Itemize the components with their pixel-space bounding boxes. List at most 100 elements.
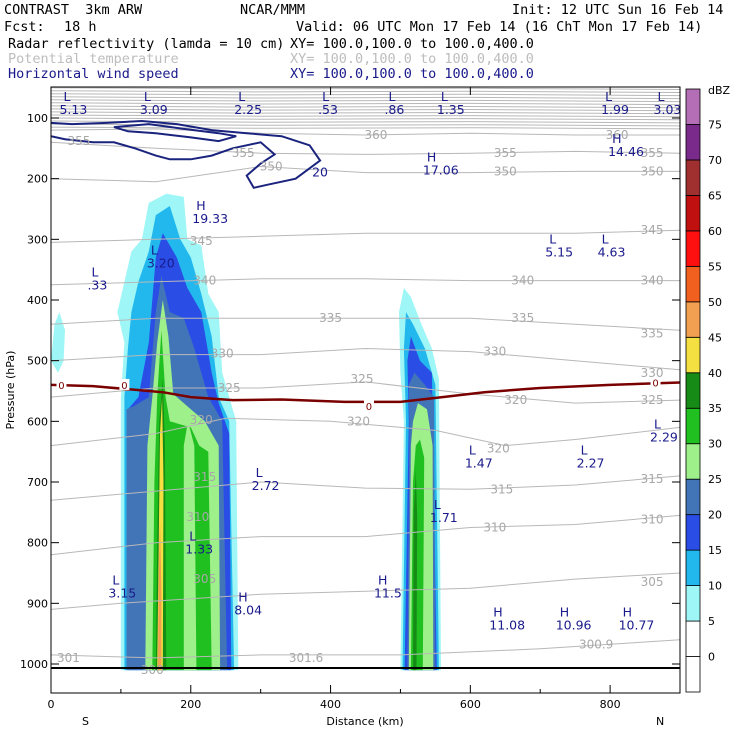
theta-label: 360 — [365, 128, 388, 142]
y-tick-label: 400 — [27, 294, 48, 307]
x-tick-label: 800 — [600, 698, 621, 711]
colorbar-box — [685, 372, 701, 409]
extremum-value: 5.13 — [59, 102, 87, 117]
theta-contour — [51, 90, 680, 93]
wind-contour-inner — [113, 123, 237, 143]
south-label: S — [82, 715, 89, 728]
colorbar-level: 60 — [708, 225, 722, 238]
field-name-theta: Potential temperature — [8, 51, 179, 67]
plot-frame — [50, 86, 681, 694]
theta-contour — [51, 572, 680, 610]
extremum-type: H — [196, 198, 205, 213]
extremum-type: H — [612, 131, 621, 146]
colorbar-unit: dBZ — [708, 84, 731, 97]
colorbar-box — [685, 195, 701, 232]
extremum-value: .86 — [384, 102, 404, 117]
extremum-type: H — [493, 604, 502, 619]
colorbar-box — [685, 265, 701, 303]
colorbar-box — [685, 656, 701, 693]
extremum-type: L — [256, 465, 263, 480]
extremum-type: H — [378, 572, 387, 587]
colorbar-box — [685, 88, 701, 125]
extremum-type: L — [63, 89, 70, 104]
theta-contour — [51, 347, 680, 371]
colorbar-level: 5 — [708, 615, 715, 628]
theta-label: 355 — [232, 146, 255, 160]
colorbar: 0 5 10 15 20 25 30 35 40 45 50 55 60 65 70 75 — [685, 88, 722, 693]
extremum-type: L — [441, 89, 448, 104]
theta-contour — [51, 102, 680, 106]
colorbar-box — [685, 407, 701, 445]
extremum-value: 2.29 — [650, 429, 678, 444]
y-tick-label: 600 — [27, 415, 48, 428]
extremum-type: L — [91, 265, 98, 280]
extremum-type: L — [658, 89, 665, 104]
freezing-label-bg — [363, 400, 374, 412]
theta-contour — [51, 93, 680, 97]
theta-label: 330 — [641, 366, 664, 380]
colorbar-box — [685, 514, 701, 551]
theta-label: 305 — [193, 572, 216, 586]
extremum-type: H — [623, 604, 632, 619]
extremum-value: 2.25 — [234, 102, 262, 117]
theta-label: 300.9 — [579, 638, 613, 652]
theta-label: 320 — [347, 414, 370, 428]
extremum-type: L — [549, 231, 556, 246]
colorbar-level: 30 — [708, 438, 722, 451]
freezing-label: 0 — [121, 381, 127, 392]
reflect-30-west — [152, 330, 212, 671]
theta-label: 350 — [641, 164, 664, 178]
colorbar-level: 45 — [708, 331, 722, 344]
theta-label: 305 — [641, 575, 664, 589]
theta-label: 325 — [351, 372, 374, 386]
y-tick-label: 700 — [27, 476, 48, 489]
extremum-type: L — [151, 242, 158, 257]
theta-label: 355 — [494, 146, 517, 160]
wind-contour-label: 20 — [312, 165, 328, 180]
extremum-value: 17.06 — [423, 162, 459, 177]
north-label: N — [656, 715, 664, 728]
colorbar-level: 20 — [708, 509, 722, 522]
colorbar-box — [685, 549, 701, 586]
theta-label: 345 — [641, 223, 664, 237]
wind-extrema: L5.13L3.09L2.25L.53L.86L1.35L1.99L3.03H1… — [59, 89, 681, 633]
theta-contour — [51, 141, 680, 155]
extremum-type: H — [560, 604, 569, 619]
extremum-value: 3.03 — [654, 102, 682, 117]
y-tick-label: 900 — [27, 597, 48, 610]
extremum-type: H — [427, 149, 436, 164]
freezing-label-bg — [56, 378, 67, 390]
extremum-value: 1.35 — [437, 102, 465, 117]
extremum-value: 3.09 — [140, 102, 168, 117]
theta-contour — [51, 108, 680, 112]
theta-contour — [51, 381, 680, 404]
extremum-type: L — [388, 89, 395, 104]
model-title: CONTRAST 3km ARW — [4, 2, 143, 18]
colorbar-box — [685, 443, 701, 480]
extremum-type: L — [189, 529, 196, 544]
extremum-value: 4.63 — [598, 244, 626, 259]
freezing-label-bg — [650, 376, 661, 388]
colorbar-level: 75 — [708, 118, 722, 131]
theta-label: 320 — [487, 442, 510, 456]
theta-contour — [51, 99, 680, 103]
fcst-value: 18 h — [64, 19, 97, 35]
theta-label: 360 — [606, 128, 629, 142]
freezing-level-line — [51, 381, 680, 404]
wind-contour-20 — [51, 119, 322, 189]
extremum-value: 1.99 — [601, 102, 629, 117]
theta-label: 355 — [68, 134, 91, 148]
extremum-type: L — [144, 89, 151, 104]
theta-contour — [51, 128, 680, 136]
colorbar-box — [685, 620, 701, 657]
colorbar-box — [685, 159, 701, 196]
extremum-type: L — [322, 89, 329, 104]
colorbar-box — [685, 124, 701, 161]
y-axis-label: Pressure (hPa) — [4, 351, 17, 430]
theta-label: 335 — [319, 311, 342, 325]
theta-label: 355 — [641, 146, 664, 160]
x-tick-label: 0 — [48, 698, 55, 711]
theta-label: 320 — [504, 393, 527, 407]
theta-label: 335 — [641, 326, 664, 340]
